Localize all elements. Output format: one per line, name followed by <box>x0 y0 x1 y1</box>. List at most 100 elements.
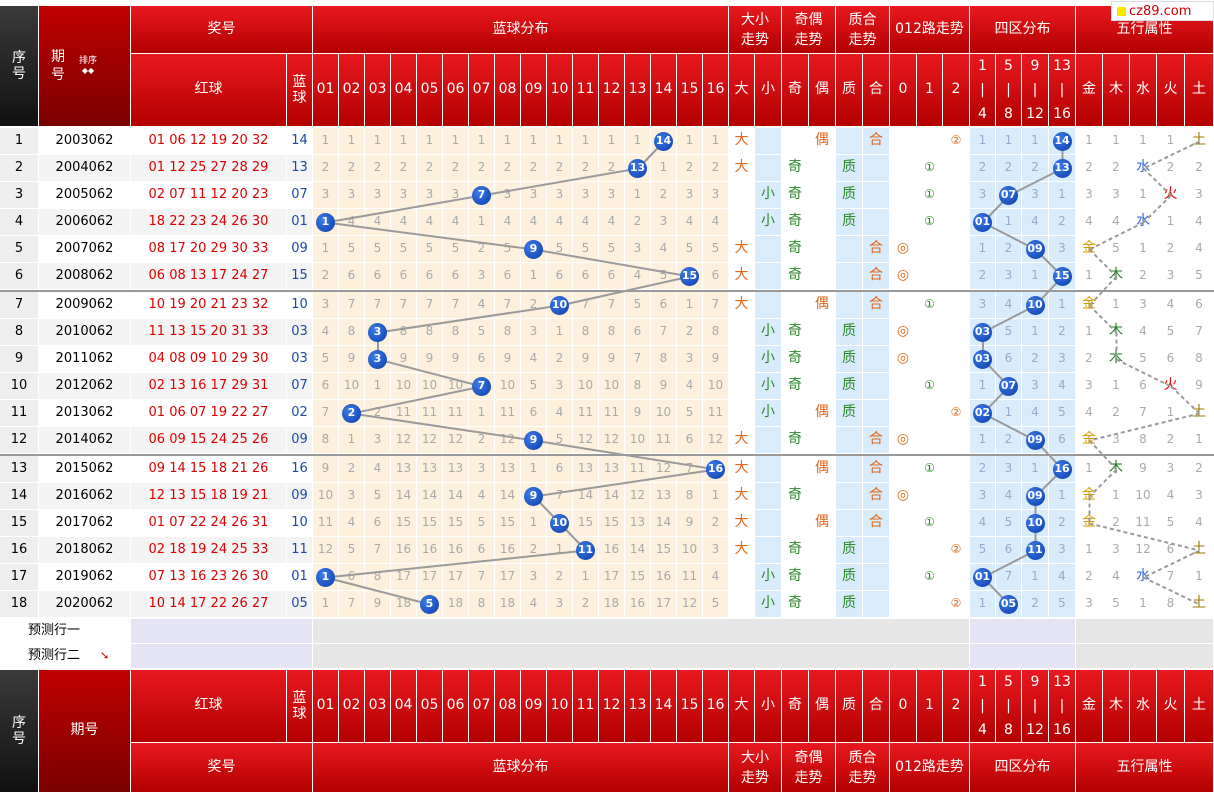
blue-dist-cell: 3 <box>339 182 365 209</box>
blue-dist-cell: 14 <box>391 483 417 510</box>
blue-dist-cell: 5 <box>573 236 599 263</box>
blue-dist-cell: 15 <box>495 510 521 537</box>
header-glyph: | <box>1059 698 1065 714</box>
comp-cell: 合 <box>863 263 890 290</box>
zone-cell: 13 <box>1049 155 1076 182</box>
predict-zone[interactable] <box>970 644 1076 669</box>
blue-dist-cell: 2 <box>521 155 547 182</box>
footer-zone-col: 13 | 16 <box>1049 670 1076 743</box>
odd-cell: 奇 <box>782 236 809 263</box>
blue-dist-cell: 7 <box>339 292 365 319</box>
row-period: 2013062 <box>39 400 131 427</box>
blue-dist-cell: 3 <box>391 182 417 209</box>
col-period-header[interactable]: 期号排序 ◆◆ <box>39 6 131 127</box>
zone-cell: 16 <box>1049 456 1076 483</box>
comp-cell <box>863 537 890 564</box>
blue-dist-cell: 3 <box>521 319 547 346</box>
predict-red[interactable] <box>131 644 313 669</box>
blue-dist-cell: 2 <box>703 155 729 182</box>
element-cell: 3 <box>1103 537 1130 564</box>
route-cell: ① <box>917 456 943 483</box>
element-cell: 3 <box>1157 263 1185 290</box>
blue-dist-cell: 4 <box>521 209 547 236</box>
element-cell: 2 <box>1076 346 1103 373</box>
header-glyph: 5 <box>1004 674 1013 690</box>
site-logo[interactable]: cz89.com <box>1111 1 1214 21</box>
element-cell: 4 <box>1157 483 1185 510</box>
element-cell: 木 <box>1103 346 1130 373</box>
zone-ball-marker: 02 <box>973 403 992 423</box>
prime-cell: 质 <box>836 182 863 209</box>
blue-dist-cell: 4 <box>417 209 443 236</box>
comp-cell: 合 <box>863 236 890 263</box>
blue-dist-cell: 7 <box>469 373 495 400</box>
blue-dist-cell: 3 <box>313 292 339 319</box>
big-cell <box>729 346 755 373</box>
zone-cell: 3 <box>1049 346 1076 373</box>
predict-label[interactable]: 预测行二 ➘ <box>0 644 131 669</box>
route-cell: ◎ <box>890 263 917 290</box>
predict-red[interactable] <box>131 619 313 644</box>
prime-cell: 质 <box>836 537 863 564</box>
zone-ball-marker: 10 <box>1025 513 1045 533</box>
element-cell: 4 <box>1185 510 1214 537</box>
prime-comp-col: 合 <box>863 54 890 127</box>
blue-dist-cell: 8 <box>599 319 625 346</box>
element-cell: 9 <box>1130 456 1157 483</box>
blue-dist-cell: 4 <box>677 373 703 400</box>
comp-cell <box>863 564 890 591</box>
predict-zone[interactable] <box>970 619 1076 644</box>
expand-arrow-icon[interactable]: ➘ <box>100 648 110 662</box>
blue-dist-cell: 14 <box>573 483 599 510</box>
blue-dist-cell: 13 <box>443 456 469 483</box>
route-cell <box>943 209 970 236</box>
blue-dist-cell: 9 <box>339 346 365 373</box>
predict-el[interactable] <box>1076 644 1214 669</box>
odd-cell: 奇 <box>782 182 809 209</box>
zone-cell: 4 <box>1049 373 1076 400</box>
zone-cell: 2 <box>996 427 1022 454</box>
blue-dist-cell: 4 <box>391 209 417 236</box>
footer-pc-col: 合 <box>863 670 890 743</box>
blue-dist-cell: 1 <box>677 292 703 319</box>
row-red-balls: 08 17 20 29 30 33 <box>131 236 287 263</box>
blue-dist-cell: 1 <box>573 564 599 591</box>
sort-button[interactable]: 排序 ◆◆ <box>79 56 97 76</box>
blue-dist-cell: 12 <box>677 591 703 618</box>
element-cell: 土 <box>1185 537 1214 564</box>
predict-blue[interactable] <box>313 644 970 669</box>
element-cell: 1 <box>1103 483 1130 510</box>
blue-dist-cell: 10 <box>547 292 573 319</box>
odd-cell: 奇 <box>782 155 809 182</box>
blue-dist-cell: 1 <box>651 155 677 182</box>
predict-label[interactable]: 预测行一 <box>0 619 131 644</box>
footer-el-col: 金 <box>1076 670 1103 743</box>
element-cell: 2 <box>1076 564 1103 591</box>
small-cell <box>755 263 782 290</box>
blue-dist-cell: 8 <box>443 319 469 346</box>
row-period: 2009062 <box>39 292 131 319</box>
header-glyph: 9 <box>1030 674 1040 690</box>
blue-num-header: 04 <box>391 54 417 127</box>
zone-cell: 05 <box>996 591 1022 618</box>
blue-dist-cell: 10 <box>417 373 443 400</box>
element-cell: 3 <box>1103 427 1130 454</box>
route-cell: ① <box>917 373 943 400</box>
zone-cell: 1 <box>1022 456 1049 483</box>
blue-dist-cell: 9 <box>443 346 469 373</box>
row-seq: 15 <box>0 510 39 537</box>
zone-cell: 10 <box>1022 510 1049 537</box>
blue-dist-cell: 8 <box>573 319 599 346</box>
zone-ball-marker: 01 <box>973 212 992 232</box>
predict-blue[interactable] <box>313 619 970 644</box>
prime-cell: 质 <box>836 373 863 400</box>
row-period: 2005062 <box>39 182 131 209</box>
row-red-balls: 02 13 16 17 29 31 <box>131 373 287 400</box>
element-cell: 4 <box>1157 292 1185 319</box>
big-cell: 大 <box>729 456 755 483</box>
predict-el[interactable] <box>1076 619 1214 644</box>
route-col: 2 <box>943 54 970 127</box>
zone-cell: 1 <box>996 209 1022 236</box>
blue-dist-cell: 1 <box>521 456 547 483</box>
blue-dist-cell: 5 <box>443 236 469 263</box>
